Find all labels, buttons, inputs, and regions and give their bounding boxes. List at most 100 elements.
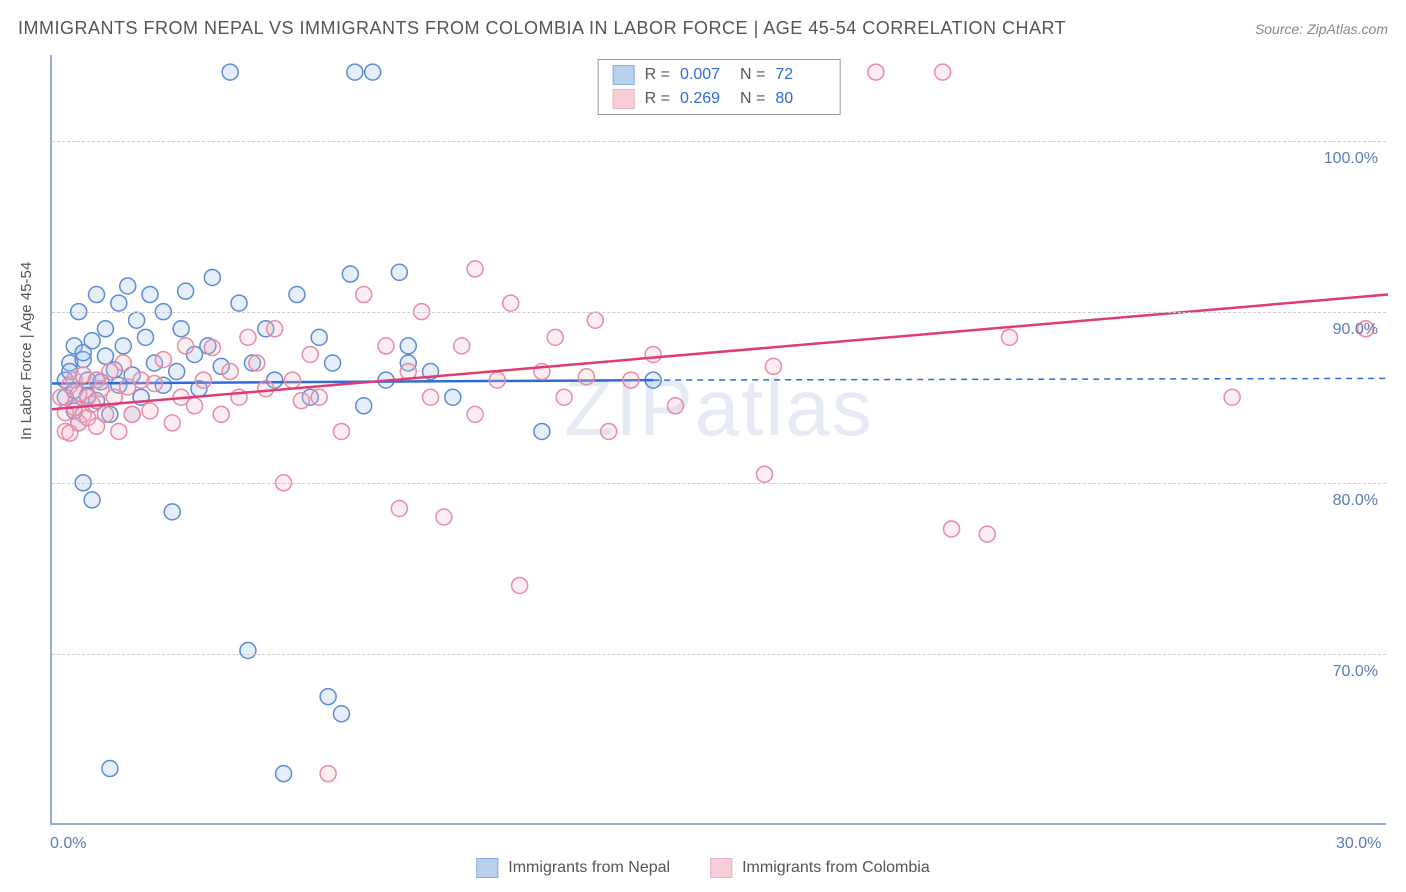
data-point [204, 269, 220, 285]
data-point [623, 372, 639, 388]
data-point [146, 376, 162, 392]
data-point [169, 364, 185, 380]
data-point [222, 364, 238, 380]
data-point [231, 295, 247, 311]
data-point [289, 287, 305, 303]
data-point [173, 321, 189, 337]
data-point [222, 64, 238, 80]
series-legend: Immigrants from Nepal Immigrants from Co… [476, 858, 929, 878]
data-point [293, 393, 309, 409]
r-label: R = [645, 66, 670, 84]
data-point [84, 333, 100, 349]
data-point [178, 283, 194, 299]
y-tick-label: 100.0% [1324, 150, 1378, 168]
x-tick-label: 30.0% [1336, 835, 1381, 853]
gridline [52, 483, 1386, 484]
data-point [89, 287, 105, 303]
data-point [258, 381, 274, 397]
data-point [111, 295, 127, 311]
data-point [164, 504, 180, 520]
data-point [765, 358, 781, 374]
data-point [503, 295, 519, 311]
gridline [52, 312, 1386, 313]
data-point [142, 403, 158, 419]
data-point [97, 321, 113, 337]
n-value-nepal: 72 [775, 66, 825, 84]
data-point [267, 321, 283, 337]
data-point [342, 266, 358, 282]
title-bar: IMMIGRANTS FROM NEPAL VS IMMIGRANTS FROM… [18, 18, 1388, 39]
data-point [187, 398, 203, 414]
data-point [333, 706, 349, 722]
data-point [391, 500, 407, 516]
legend-item-nepal: Immigrants from Nepal [476, 858, 670, 878]
data-point [667, 398, 683, 414]
data-point [347, 64, 363, 80]
data-point [97, 406, 113, 422]
data-point [240, 642, 256, 658]
data-point [512, 577, 528, 593]
legend-row-colombia: R = 0.269 N = 80 [599, 87, 840, 111]
legend-swatch-colombia [613, 89, 635, 109]
data-point [311, 329, 327, 345]
chart-title: IMMIGRANTS FROM NEPAL VS IMMIGRANTS FROM… [18, 18, 1066, 39]
scatter-svg [52, 55, 1386, 823]
x-tick-label: 0.0% [50, 835, 86, 853]
data-point [115, 338, 131, 354]
gridline [52, 141, 1386, 142]
data-point [454, 338, 470, 354]
data-point [302, 346, 318, 362]
y-tick-label: 90.0% [1333, 321, 1378, 339]
data-point [935, 64, 951, 80]
data-point [311, 389, 327, 405]
data-point [578, 369, 594, 385]
data-point [204, 340, 220, 356]
y-tick-label: 80.0% [1333, 492, 1378, 510]
legend-swatch-icon [476, 858, 498, 878]
legend-label-colombia: Immigrants from Colombia [742, 859, 930, 877]
data-point [1001, 329, 1017, 345]
data-point [1224, 389, 1240, 405]
data-point [333, 423, 349, 439]
data-point [276, 766, 292, 782]
data-point [142, 287, 158, 303]
data-point [120, 278, 136, 294]
data-point [178, 338, 194, 354]
legend-swatch-icon [710, 858, 732, 878]
y-axis-title: In Labor Force | Age 45-54 [18, 262, 35, 440]
data-point [556, 389, 572, 405]
data-point [868, 64, 884, 80]
data-point [111, 423, 127, 439]
gridline [52, 654, 1386, 655]
data-point [391, 264, 407, 280]
data-point [129, 312, 145, 328]
data-point [534, 423, 550, 439]
n-label: N = [740, 66, 765, 84]
chart-plot-area: ZIPatlas R = 0.007 N = 72 R = 0.269 N = … [50, 55, 1386, 825]
data-point [467, 406, 483, 422]
data-point [378, 338, 394, 354]
r-value-nepal: 0.007 [680, 66, 730, 84]
data-point [155, 352, 171, 368]
data-point [400, 338, 416, 354]
r-value-colombia: 0.269 [680, 90, 730, 108]
data-point [138, 329, 154, 345]
data-point [84, 492, 100, 508]
data-point [164, 415, 180, 431]
data-point [436, 509, 452, 525]
data-point [115, 355, 131, 371]
legend-item-colombia: Immigrants from Colombia [710, 858, 930, 878]
n-value-colombia: 80 [775, 90, 825, 108]
r-label: R = [645, 90, 670, 108]
legend-label-nepal: Immigrants from Nepal [508, 859, 670, 877]
data-point [124, 406, 140, 422]
data-point [365, 64, 381, 80]
legend-row-nepal: R = 0.007 N = 72 [599, 63, 840, 87]
data-point [547, 329, 563, 345]
data-point [645, 346, 661, 362]
data-point [102, 761, 118, 777]
data-point [195, 372, 211, 388]
y-tick-label: 70.0% [1333, 663, 1378, 681]
n-label: N = [740, 90, 765, 108]
data-point [356, 398, 372, 414]
